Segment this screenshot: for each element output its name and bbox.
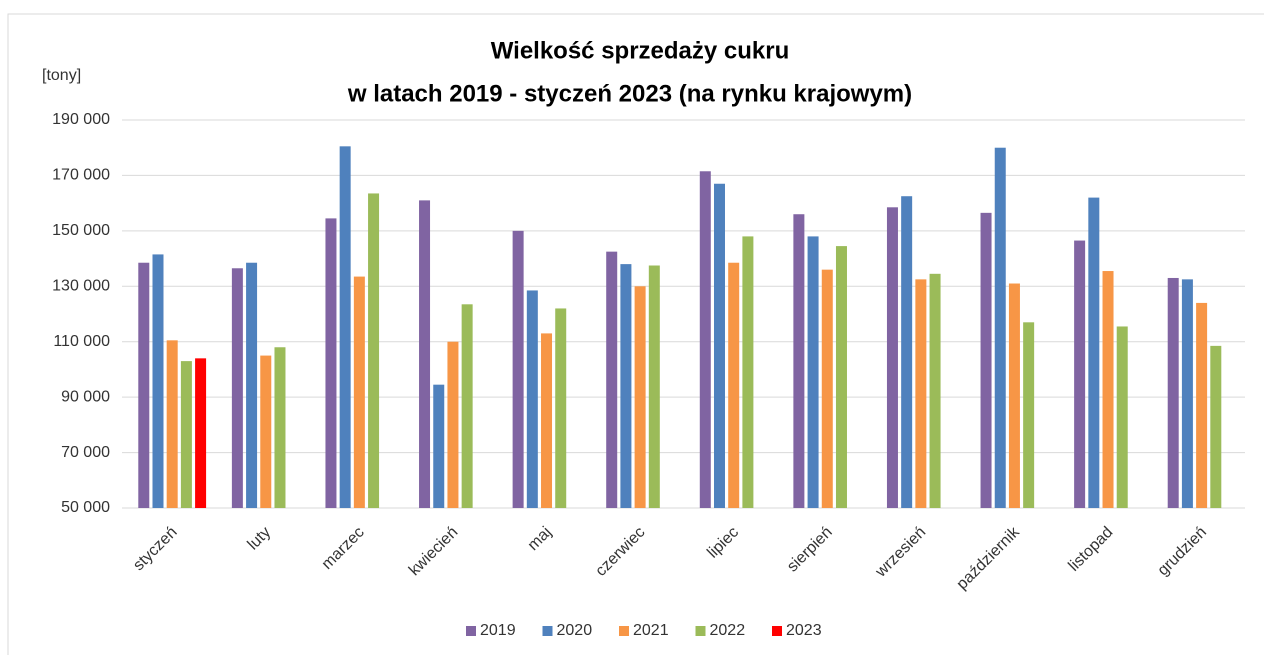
y-tick-label: 50 000 — [61, 499, 110, 516]
bar — [447, 341, 459, 508]
y-tick-label: 90 000 — [61, 388, 110, 405]
bar — [728, 262, 740, 508]
bar — [461, 304, 473, 508]
legend-swatch — [619, 626, 629, 636]
bar — [1023, 322, 1035, 508]
bar — [1102, 271, 1114, 508]
bar — [915, 279, 927, 508]
legend-swatch — [695, 626, 706, 636]
legend-label: 2021 — [633, 622, 669, 639]
bar — [742, 236, 754, 508]
bar — [1116, 326, 1128, 508]
bar — [713, 183, 725, 508]
bar — [807, 236, 819, 508]
bar — [634, 286, 646, 508]
legend-label: 2020 — [557, 622, 593, 639]
bar — [180, 361, 192, 508]
bar — [1181, 279, 1193, 508]
bar — [1210, 345, 1222, 508]
legend-swatch — [542, 626, 553, 636]
bar — [138, 262, 150, 508]
y-tick-label: 130 000 — [52, 278, 110, 295]
legend-label: 2023 — [786, 622, 822, 639]
y-tick-label: 150 000 — [52, 222, 110, 239]
bar — [1008, 283, 1020, 508]
bar — [994, 147, 1006, 508]
bar — [648, 265, 660, 508]
y-tick-label: 190 000 — [52, 111, 110, 128]
bar — [368, 193, 380, 508]
y-tick-label: 110 000 — [53, 333, 110, 350]
chart-title: Wielkość sprzedaży cukru — [491, 37, 790, 64]
bar — [541, 333, 553, 508]
bar — [231, 268, 243, 508]
bar — [195, 358, 207, 508]
bar — [793, 214, 805, 508]
chart-title: w latach 2019 - styczeń 2023 (na rynku k… — [347, 80, 912, 107]
bar — [152, 254, 164, 508]
bar — [353, 276, 365, 508]
bar — [606, 251, 618, 508]
bar — [929, 273, 941, 508]
bar — [901, 196, 913, 508]
bar — [339, 146, 351, 509]
bar — [166, 340, 178, 508]
bar — [835, 246, 847, 508]
y-axis-label: [tony] — [42, 67, 81, 84]
legend-swatch — [772, 626, 782, 636]
bar — [419, 200, 431, 508]
bar — [1088, 197, 1100, 508]
bar — [512, 230, 524, 508]
bar — [433, 384, 445, 508]
bar — [325, 218, 337, 508]
bar — [699, 171, 711, 508]
legend-swatch — [466, 626, 476, 636]
bar — [274, 347, 286, 508]
bar — [821, 269, 833, 508]
y-tick-label: 70 000 — [61, 444, 110, 461]
bar — [1167, 277, 1179, 508]
bar — [260, 355, 272, 508]
bar — [1074, 240, 1086, 509]
bar — [246, 262, 258, 508]
legend-label: 2019 — [480, 622, 516, 639]
bar — [980, 212, 992, 509]
bar — [555, 308, 567, 508]
bar — [526, 290, 538, 508]
bar — [620, 264, 632, 508]
bar — [1196, 302, 1208, 508]
y-tick-label: 170 000 — [52, 167, 110, 184]
legend-label: 2022 — [710, 622, 746, 639]
bar — [886, 207, 898, 509]
